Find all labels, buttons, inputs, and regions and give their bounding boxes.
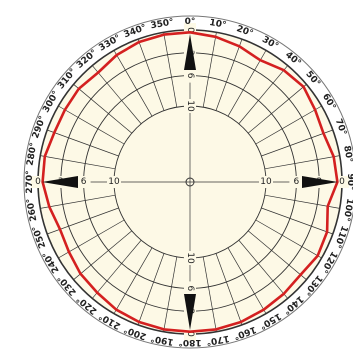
angle-label: 10°: [209, 18, 228, 31]
grid-spoke: [264, 155, 340, 170]
grid-spoke: [137, 253, 165, 325]
grid-spoke: [40, 194, 116, 209]
grid-spoke: [261, 129, 333, 157]
ring-label-bg: [184, 251, 196, 265]
ring-label: 0: [185, 331, 195, 337]
grid-spoke: [238, 65, 288, 125]
grid-spoke: [113, 50, 153, 117]
ring-label: 6: [294, 177, 300, 187]
ring-label: 6: [185, 286, 195, 292]
direction-marker: [42, 176, 78, 188]
ring-label: 0: [185, 27, 195, 33]
angle-label: 190°: [150, 333, 175, 347]
chart-series: [41, 30, 339, 333]
angle-label: 280°: [25, 142, 39, 167]
grid-spoke: [73, 84, 133, 134]
grid-spoke: [202, 256, 217, 332]
chart-markers: [42, 34, 338, 330]
ring-label: 0: [35, 177, 41, 187]
grid-spoke: [92, 239, 142, 299]
grid-spoke: [113, 247, 153, 314]
ring-label-bg: [76, 176, 91, 188]
angle-label: 90°: [345, 173, 353, 190]
ring-label-bg: [184, 99, 196, 113]
ring-label: 10: [260, 177, 272, 187]
angle-label: 170°: [205, 333, 230, 347]
angle-label: 80°: [341, 145, 353, 164]
direction-marker: [184, 34, 196, 70]
ring-label-bg: [289, 176, 304, 188]
grid-spoke: [215, 39, 243, 111]
ring-label-bg: [184, 68, 196, 83]
ring-label: 10: [108, 177, 120, 187]
pattern-line: [41, 30, 339, 333]
angle-label: 180°: [178, 337, 201, 347]
ring-label-bg: [259, 176, 273, 188]
ring-label-bg: [107, 176, 121, 188]
ring-label: 10: [185, 100, 195, 112]
direction-marker: [184, 294, 196, 330]
grid-spoke: [58, 105, 125, 145]
grid-spoke: [40, 155, 116, 170]
ring-label-bg: [31, 176, 45, 188]
angle-label: 0°: [185, 17, 196, 27]
ring-label-bg: [335, 176, 349, 188]
grid-spoke: [137, 39, 165, 111]
angle-label: 260°: [25, 197, 39, 222]
ring-label: 6: [185, 73, 195, 79]
angle-label: 350°: [150, 17, 175, 31]
angle-label: 100°: [341, 197, 353, 222]
ring-label: 10: [185, 252, 195, 264]
grid-spoke: [202, 32, 217, 108]
grid-spoke: [247, 230, 307, 280]
grid-spoke: [163, 256, 178, 332]
grid-spoke: [255, 105, 322, 145]
ring-label-bg: [184, 281, 196, 296]
grid-spoke: [47, 129, 119, 157]
grid-spoke: [163, 32, 178, 108]
grid-spoke: [92, 65, 142, 125]
grid-spoke: [227, 247, 267, 314]
grid-spoke: [255, 219, 322, 259]
grid-spoke: [238, 239, 288, 299]
grid-spoke: [73, 230, 133, 280]
grid-spoke: [247, 84, 307, 134]
direction-marker: [302, 176, 338, 188]
ring-label: 6: [81, 177, 87, 187]
grid-spoke: [215, 253, 243, 325]
angle-label: 270°: [25, 170, 35, 193]
grid-spoke: [261, 207, 333, 235]
ring-label: 0: [339, 177, 345, 187]
